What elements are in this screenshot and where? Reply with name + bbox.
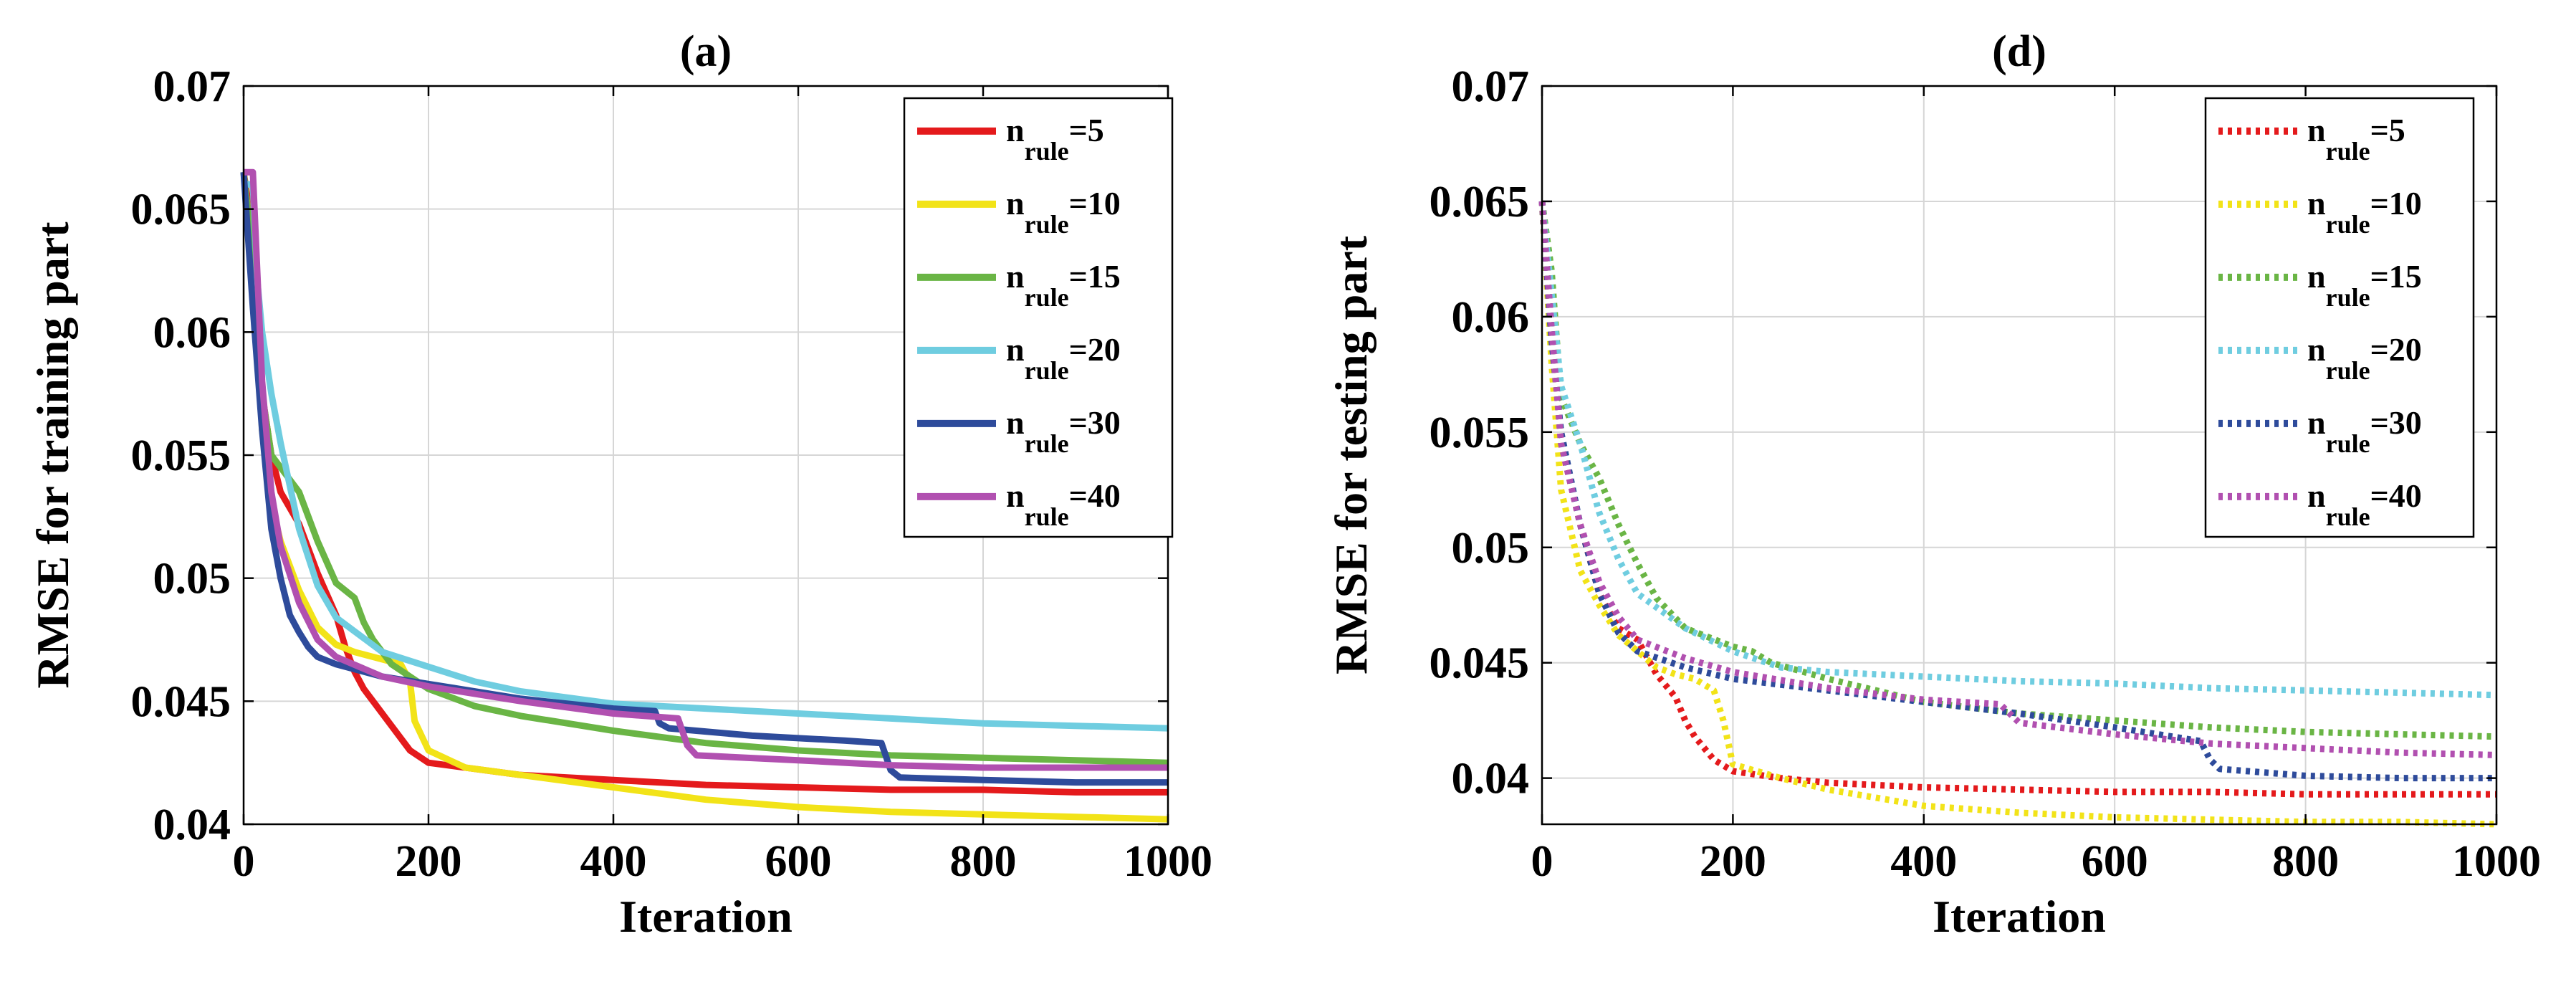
chart-title: (a) [680, 27, 732, 76]
y-tick-label: 0.055 [1430, 409, 1530, 457]
legend-label: nrule=15 [2307, 258, 2422, 312]
legend-box [2204, 97, 2475, 538]
plot-frame [1541, 85, 2498, 826]
x-axis-label: Iteration [1933, 891, 2106, 942]
y-tick-label: 0.04 [1452, 755, 1530, 803]
y-tick-label: 0.055 [131, 431, 231, 480]
y-tick-label: 0.045 [1430, 639, 1530, 688]
y-tick-label: 0.04 [153, 801, 231, 849]
y-axis-label: RMSE for testing part [1326, 235, 1376, 674]
x-tick-label: 800 [950, 837, 1017, 886]
y-tick-label: 0.065 [131, 186, 231, 234]
x-axis-label: Iteration [619, 891, 793, 942]
legend-label: nrule=30 [1006, 404, 1121, 458]
chart-panel-a: 0 200 400 600 800 1000 0.04 0.045 0.05 0.055 0.06 0… [27, 27, 1212, 942]
series-line-n5 [240, 171, 1168, 796]
series-line-n20 [1538, 201, 2497, 699]
series-line-n5 [1538, 201, 2496, 798]
x-tick-label: 1000 [2452, 837, 2541, 886]
x-tick-label: 600 [2082, 837, 2148, 886]
x-tick-label: 200 [1700, 837, 1766, 886]
x-tick-label: 0 [233, 837, 255, 886]
legend-label: nrule=40 [2307, 477, 2422, 531]
legend: nrule=5 nrule=10 nrule=15 nrule=20 nrule=30 n… [2204, 97, 2475, 538]
y-axis-label: RMSE for training part [27, 221, 78, 689]
y-tick-label: 0.07 [153, 62, 231, 111]
legend-label: nrule=30 [2307, 404, 2422, 458]
y-tick-label: 0.05 [153, 555, 231, 603]
legend-label: nrule=10 [1006, 185, 1121, 239]
y-tick-label: 0.045 [131, 677, 231, 726]
x-tick-label: 1000 [1124, 837, 1212, 886]
y-tick-label: 0.06 [153, 308, 231, 357]
x-tick-label: 200 [396, 837, 462, 886]
x-tick-label: 800 [2272, 837, 2339, 886]
legend: nrule=5 nrule=10 nrule=15 nrule=20 nrule=30 n… [903, 97, 1174, 538]
y-tick-label: 0.06 [1452, 293, 1530, 342]
legend-label: nrule=10 [2307, 185, 2422, 239]
legend-label: nrule=20 [1006, 331, 1121, 385]
series-line-n40 [244, 168, 1168, 771]
series-line-n20 [244, 181, 1169, 732]
legend-label: nrule=5 [2307, 112, 2405, 166]
x-tick-label: 400 [1890, 837, 1957, 886]
x-tick-label: 400 [580, 837, 647, 886]
series-line-n10 [1538, 201, 2497, 828]
legend-label: nrule=20 [2307, 331, 2422, 385]
chart-title: (d) [1992, 27, 2046, 76]
x-tick-label: 600 [765, 837, 832, 886]
legend-box [903, 97, 1174, 538]
legend-label: nrule=5 [1006, 112, 1104, 166]
y-tick-label: 0.05 [1452, 524, 1530, 573]
x-tick-label: 0 [1531, 837, 1553, 886]
y-tick-label: 0.07 [1452, 62, 1530, 111]
y-tick-label: 0.065 [1430, 178, 1530, 226]
legend-label: nrule=15 [1006, 258, 1121, 312]
chart-panel-d: 0 200 400 600 800 1000 0.04 0.045 0.05 0.055 0.06 0… [1326, 27, 2541, 942]
legend-label: nrule=40 [1006, 477, 1121, 531]
